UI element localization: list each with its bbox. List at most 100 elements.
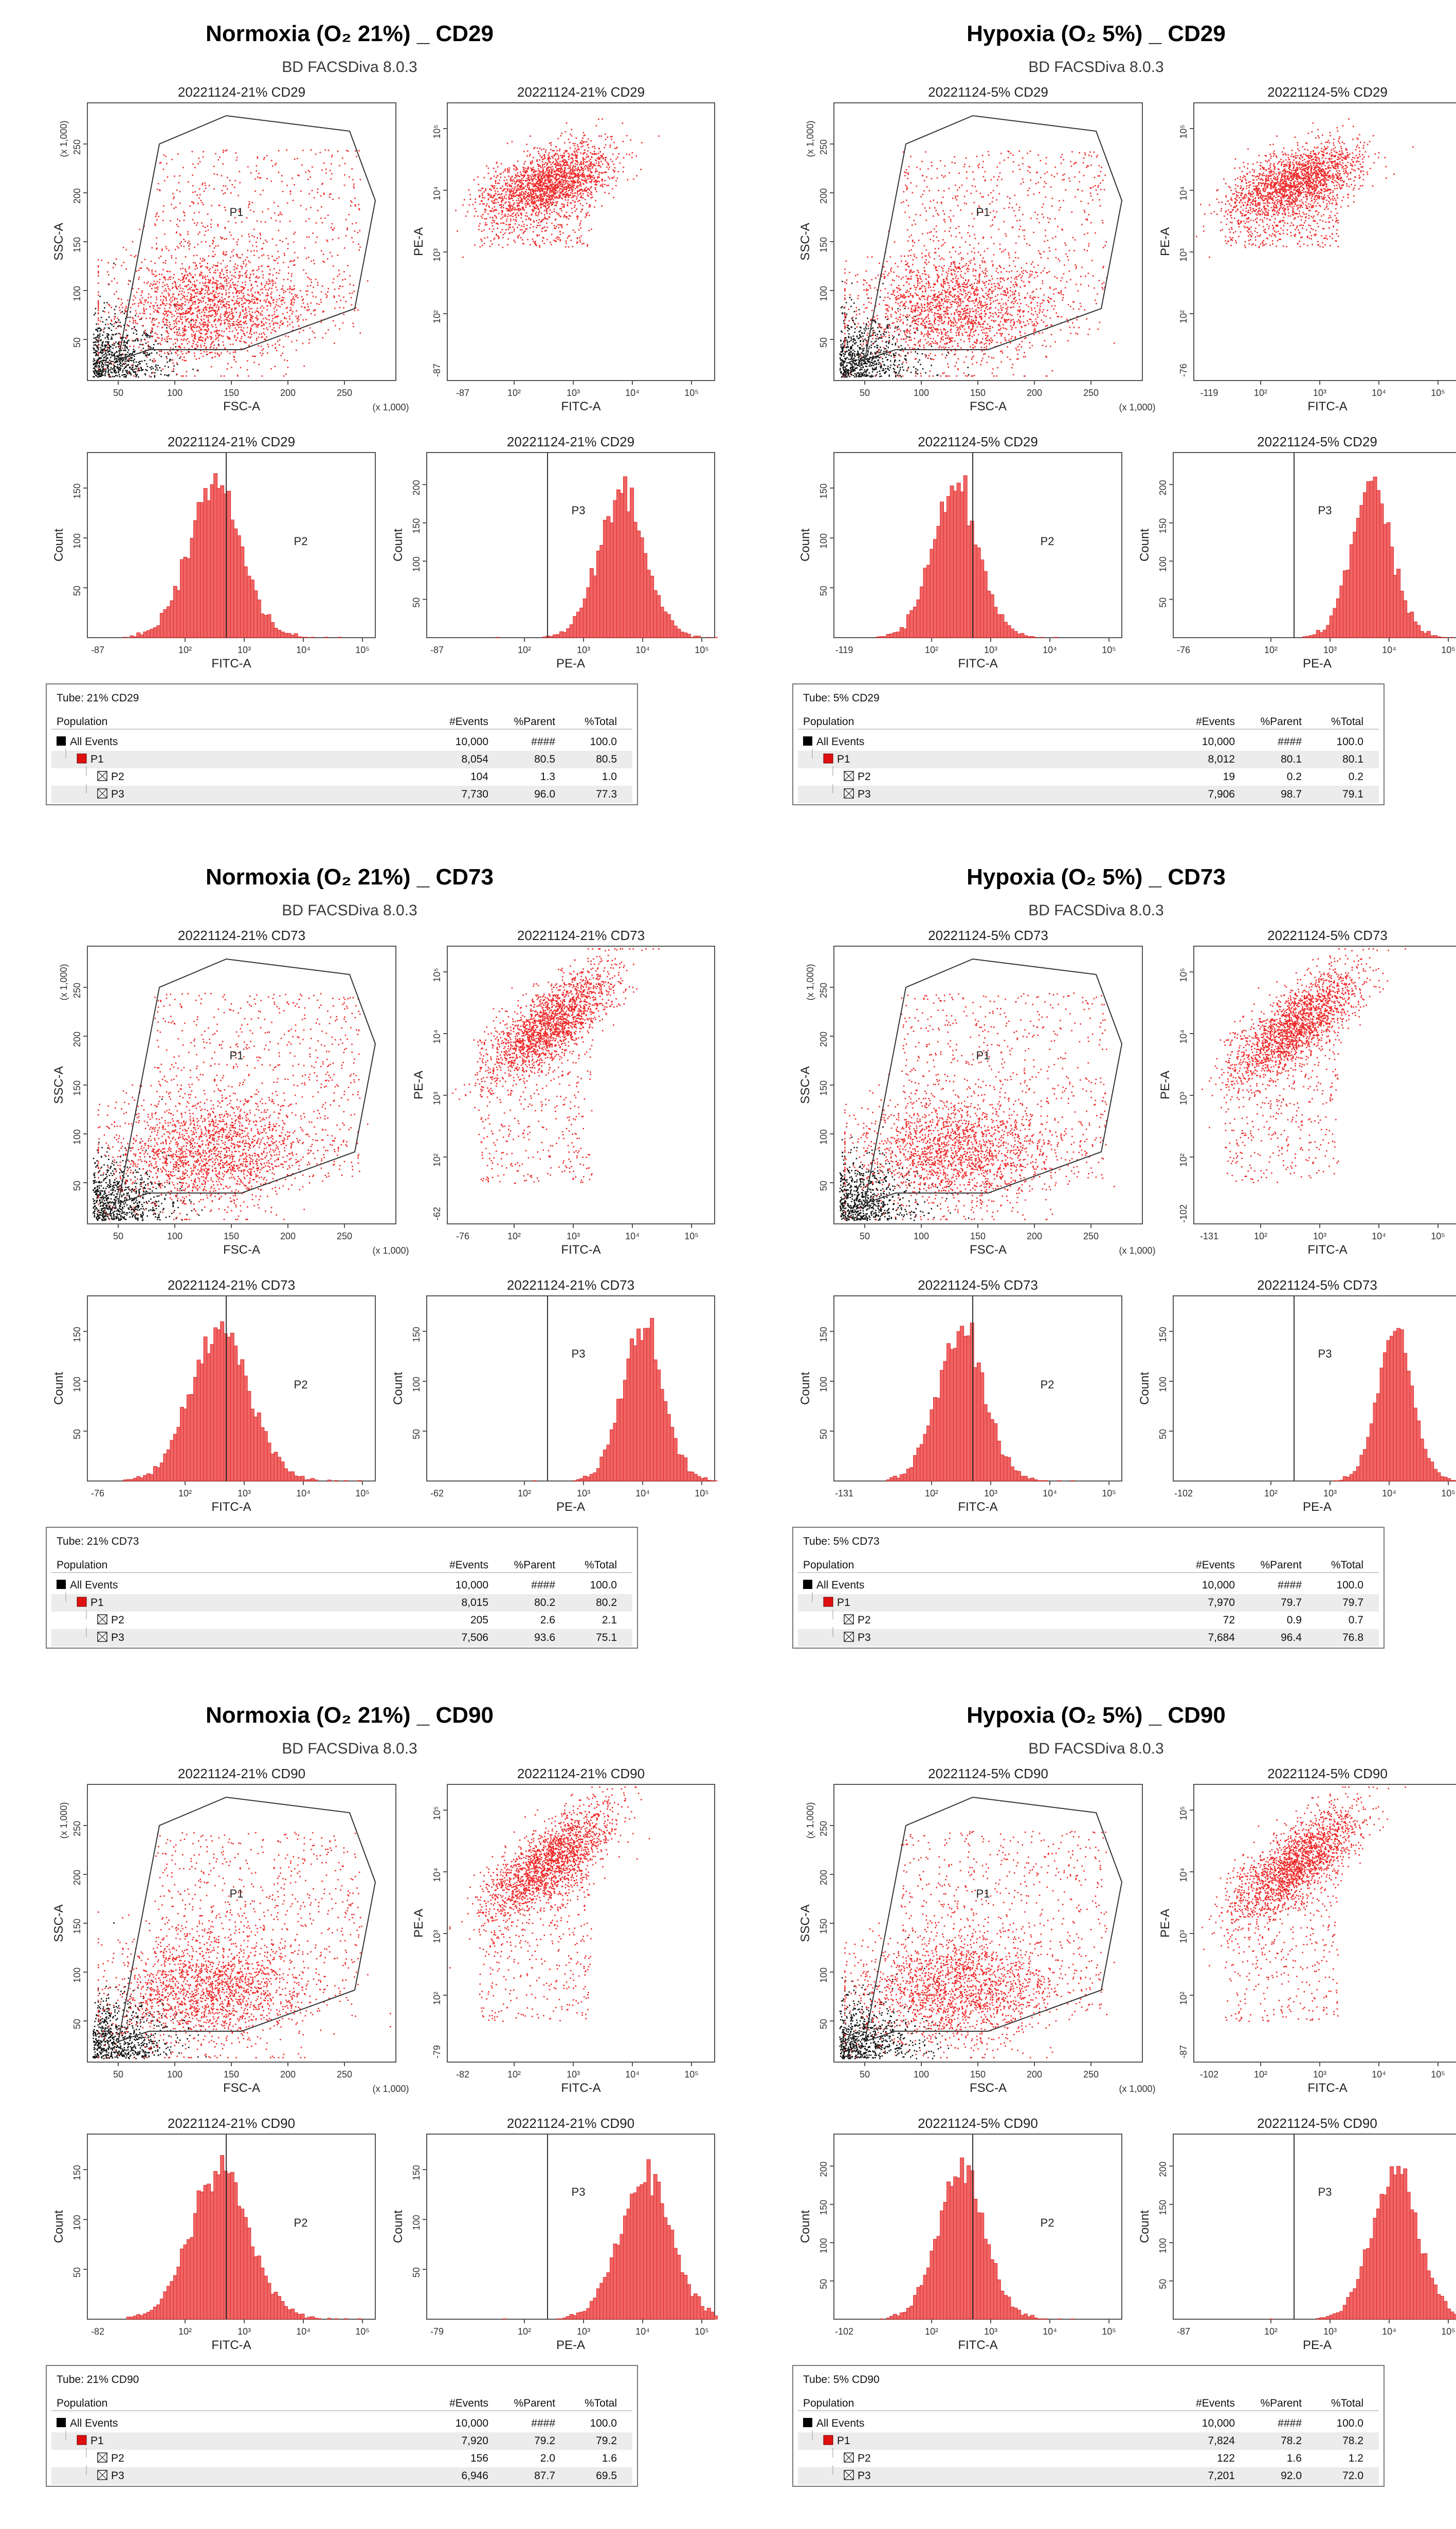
event-dot — [165, 304, 166, 306]
event-dot — [160, 299, 162, 301]
event-dot — [241, 267, 243, 269]
event-dot — [238, 194, 239, 196]
event-dot — [238, 316, 240, 318]
event-dot — [234, 307, 236, 309]
event-dot — [323, 261, 325, 263]
event-dot — [523, 195, 525, 197]
event-dot — [195, 348, 197, 349]
event-dot — [193, 289, 195, 291]
event-dot — [114, 316, 115, 318]
event-dot — [577, 191, 578, 192]
event-dot — [166, 327, 168, 329]
event-dot — [551, 194, 553, 196]
event-dot — [204, 277, 206, 279]
event-dot — [212, 256, 213, 257]
event-dot — [564, 186, 566, 188]
event-dot — [225, 266, 226, 268]
event-dot — [285, 335, 286, 337]
event-dot — [527, 195, 529, 197]
event-dot — [121, 374, 123, 376]
event-dot — [331, 255, 333, 257]
event-dot — [256, 220, 258, 222]
event-dot — [494, 187, 496, 189]
event-dot — [270, 293, 272, 295]
event-dot — [358, 209, 360, 211]
event-dot — [140, 267, 142, 269]
event-dot — [208, 311, 210, 313]
event-dot — [212, 291, 214, 293]
event-dot — [594, 176, 595, 178]
event-dot — [260, 221, 262, 223]
event-dot — [518, 180, 520, 183]
event-dot — [93, 364, 94, 366]
event-dot — [220, 283, 222, 284]
event-dot — [322, 310, 324, 312]
event-dot — [256, 275, 258, 277]
event-dot — [274, 268, 275, 269]
event-dot — [560, 172, 562, 174]
event-dot — [276, 277, 278, 279]
event-dot — [582, 146, 584, 147]
event-dot — [192, 319, 194, 320]
event-dot — [161, 334, 162, 336]
event-dot — [613, 196, 614, 198]
event-dot — [523, 193, 525, 195]
event-dot — [193, 290, 195, 292]
event-dot — [154, 375, 156, 376]
event-dot — [497, 191, 499, 192]
event-dot — [345, 219, 347, 221]
event-dot — [177, 219, 178, 220]
event-dot — [511, 189, 513, 191]
event-dot — [178, 293, 180, 295]
event-dot — [249, 280, 251, 281]
event-dot — [143, 310, 145, 312]
event-dot — [229, 327, 230, 329]
event-dot — [114, 362, 116, 364]
event-dot — [257, 298, 259, 300]
event-dot — [526, 185, 528, 187]
event-dot — [198, 188, 201, 190]
event-dot — [272, 324, 275, 326]
event-dot — [115, 341, 117, 343]
event-dot — [199, 231, 201, 233]
event-dot — [211, 356, 213, 358]
event-dot — [215, 313, 216, 315]
event-dot — [237, 319, 239, 321]
event-dot — [95, 337, 97, 339]
event-dot — [571, 202, 572, 204]
event-dot — [229, 271, 231, 273]
event-dot — [533, 196, 535, 197]
event-dot — [169, 290, 171, 291]
event-dot — [203, 318, 205, 320]
event-dot — [288, 288, 290, 290]
event-dot — [605, 157, 607, 158]
event-dot — [212, 286, 214, 288]
event-dot — [194, 338, 196, 340]
event-dot — [199, 293, 201, 295]
event-dot — [545, 178, 547, 180]
event-dot — [120, 312, 122, 314]
event-dot — [587, 138, 589, 140]
event-dot — [607, 136, 609, 138]
event-dot — [194, 308, 196, 309]
event-dot — [196, 314, 198, 316]
event-dot — [548, 198, 549, 200]
event-dot — [271, 329, 273, 331]
event-dot — [183, 278, 185, 280]
event-dot — [140, 318, 142, 320]
event-dot — [160, 344, 161, 346]
event-dot — [518, 203, 520, 204]
event-dot — [576, 144, 578, 146]
event-dot — [283, 297, 285, 299]
event-dot — [325, 168, 327, 170]
event-dot — [523, 175, 525, 176]
event-dot — [122, 306, 123, 309]
event-dot — [244, 302, 246, 304]
event-dot — [215, 330, 217, 332]
event-dot — [98, 345, 99, 346]
event-dot — [109, 354, 111, 355]
event-dot — [234, 350, 236, 351]
event-dot — [525, 191, 527, 193]
event-dot — [195, 285, 197, 286]
event-dot — [245, 310, 247, 311]
